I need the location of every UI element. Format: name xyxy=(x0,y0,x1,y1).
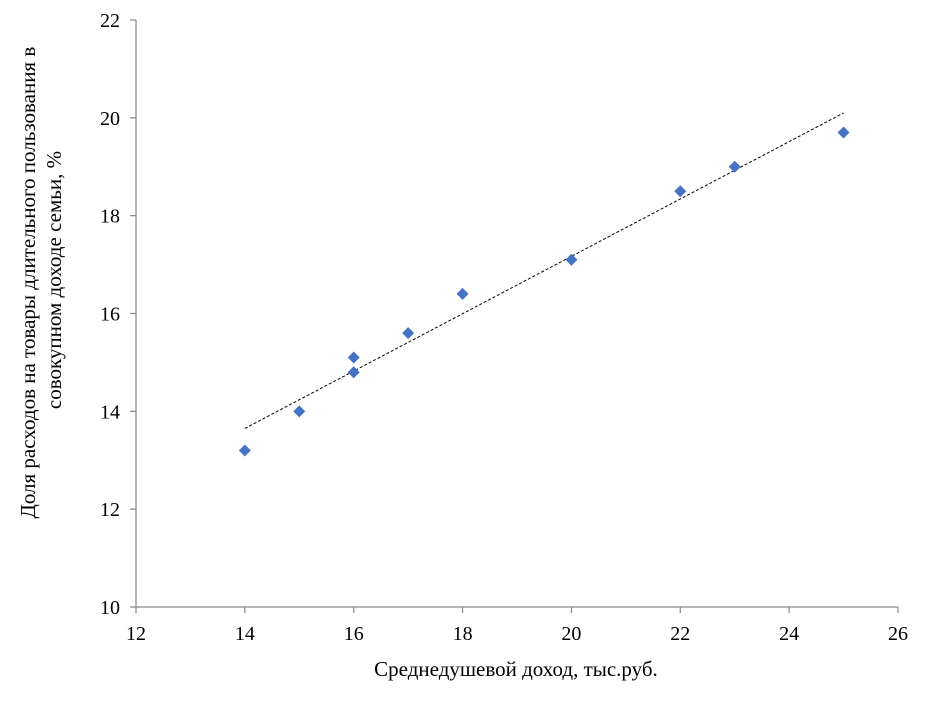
y-axis-ticks: 10 12 14 16 18 20 22 xyxy=(100,10,136,619)
x-tick-label: 12 xyxy=(126,623,146,645)
x-tick-label: 22 xyxy=(670,623,690,645)
x-tick-label: 24 xyxy=(779,623,799,645)
trendline xyxy=(244,112,844,429)
y-axis-title-line-2: совокупном доходе семьи, % xyxy=(42,151,66,409)
data-point xyxy=(456,287,469,300)
x-tick-label: 20 xyxy=(561,623,581,645)
y-tick-label: 10 xyxy=(100,597,120,619)
y-tick-label: 18 xyxy=(100,206,120,228)
data-point xyxy=(347,366,360,379)
x-tick-label: 14 xyxy=(235,623,255,645)
x-tick-label: 18 xyxy=(453,623,473,645)
data-point xyxy=(674,185,687,198)
x-axis-ticks: 12 14 16 18 20 22 24 26 xyxy=(126,607,908,645)
x-tick-label: 26 xyxy=(888,623,908,645)
y-tick-label: 20 xyxy=(100,108,120,130)
data-point xyxy=(402,327,415,340)
data-point xyxy=(837,126,850,139)
data-point xyxy=(565,253,578,266)
y-tick-label: 22 xyxy=(100,10,120,32)
data-point xyxy=(238,444,251,457)
data-point xyxy=(293,405,306,418)
data-points xyxy=(238,126,850,457)
y-tick-label: 16 xyxy=(100,304,120,326)
y-tick-label: 14 xyxy=(100,401,120,423)
plot-area: 10 12 14 16 18 20 22 12 14 16 18 20 22 24 26 xyxy=(100,10,908,645)
data-point xyxy=(728,160,741,173)
y-tick-label: 12 xyxy=(100,499,120,521)
x-tick-label: 16 xyxy=(344,623,364,645)
data-point xyxy=(347,351,360,364)
y-axis-title-line-1: Доля расходов на товары длительного поль… xyxy=(16,47,40,519)
x-axis-title: Среднедушевой доход, тыс.руб. xyxy=(374,657,658,681)
y-axis-title: Доля расходов на товары длительного поль… xyxy=(16,41,66,518)
